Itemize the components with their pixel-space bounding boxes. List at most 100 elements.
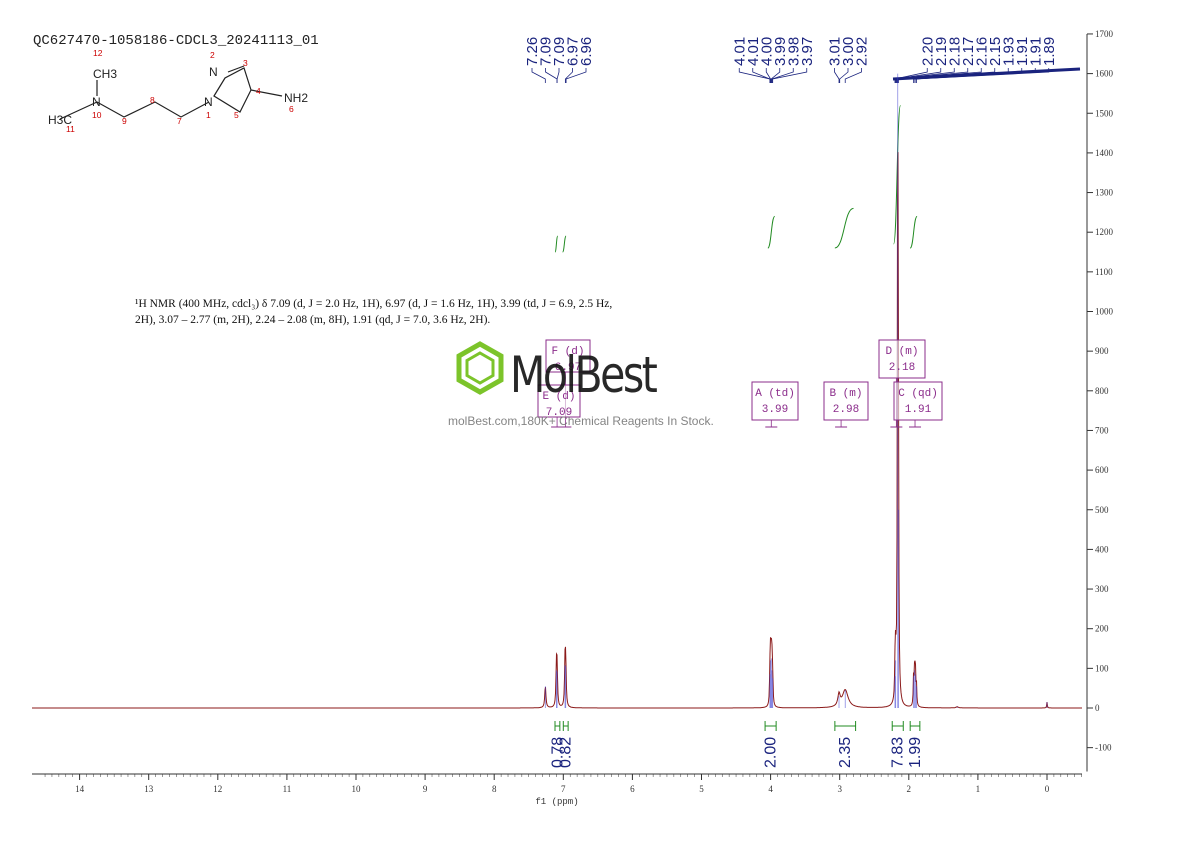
atom-number-label: 1 — [206, 110, 211, 120]
sample-id-title: QC627470-1058186-CDCL3_20241113_01 — [33, 33, 319, 49]
atom-number-label: 11 — [66, 124, 75, 134]
x-tick-label: 2 — [907, 784, 912, 794]
x-tick-label: 10 — [352, 784, 362, 794]
y-tick-label: 600 — [1095, 465, 1109, 475]
integral-curve — [554, 235, 559, 253]
y-tick-label: 300 — [1095, 584, 1109, 594]
peak-shift-label: 1.89 — [1041, 37, 1058, 66]
multiplet-label: F (d) — [551, 346, 584, 358]
y-tick-label: -100 — [1095, 743, 1112, 753]
integral-value-label: 7.83 — [890, 737, 907, 768]
multiplet-label: E (d) — [542, 391, 575, 403]
peak-shift-label: 3.99 — [772, 37, 789, 66]
multiplet-label: C (qd) — [898, 388, 938, 400]
multiplet-shift: 2.18 — [889, 362, 915, 374]
x-tick-label: 1 — [976, 784, 981, 794]
integral-curve — [562, 235, 567, 253]
x-tick-label: 9 — [423, 784, 428, 794]
report-line-1: ¹H NMR (400 MHz, cdcl₃) δ 7.09 (d, J = 2… — [135, 298, 613, 310]
integral-value-label: 0.82 — [558, 737, 575, 768]
nitrogen-10-label: N — [92, 95, 101, 109]
peak-shift-label: 3.98 — [785, 37, 802, 66]
report-line-2: 2H), 3.07 – 2.77 (m, 2H), 2.24 – 2.08 (m… — [135, 314, 491, 326]
x-tick-label: 6 — [630, 784, 635, 794]
y-tick-label: 1400 — [1095, 148, 1114, 158]
multiplet-box — [537, 384, 581, 418]
y-tick-label: 800 — [1095, 386, 1109, 396]
peak-shift-label: 4.01 — [745, 37, 762, 66]
peak-connector — [531, 68, 546, 83]
integral-curve — [834, 207, 854, 249]
y-tick-label: 1600 — [1095, 69, 1114, 79]
peak-shift-label: 6.96 — [578, 37, 595, 66]
integral-curve — [767, 215, 776, 249]
multiplet-label: B (m) — [829, 388, 862, 400]
atom-number-label: 5 — [234, 110, 239, 120]
peak-shift-label: 6.97 — [565, 37, 582, 66]
atom-number-label: 3 — [243, 58, 248, 68]
multiplet-box — [893, 381, 943, 421]
y-tick-label: 500 — [1095, 505, 1109, 515]
peak-connector — [895, 68, 942, 83]
atom-number-label: 10 — [92, 110, 102, 120]
integral-value-label: 1.99 — [907, 737, 924, 768]
peak-shift-label: 2.17 — [960, 37, 977, 66]
x-tick-label: 0 — [1045, 784, 1050, 794]
x-tick-label: 13 — [144, 784, 154, 794]
peak-shift-label: 1.93 — [1000, 37, 1017, 66]
peak-connector — [895, 68, 955, 83]
y-tick-label: 1700 — [1095, 29, 1114, 39]
peak-shift-label: 2.18 — [946, 37, 963, 66]
nitrogen-1-label: N — [204, 95, 213, 109]
x-tick-label: 3 — [837, 784, 842, 794]
peak-connector — [839, 68, 849, 83]
peak-connector — [545, 68, 558, 83]
peak-shift-label: 1.91 — [1014, 37, 1031, 66]
peak-connector — [772, 68, 808, 83]
peak-shift-label: 2.92 — [854, 37, 871, 66]
peak-connector — [771, 68, 794, 83]
y-tick-label: 400 — [1095, 544, 1109, 554]
multiplet-shift: 6.97 — [555, 362, 581, 374]
peak-shift-label: 3.00 — [840, 37, 857, 66]
integral-value-label: 0.78 — [549, 737, 566, 768]
ch3-top-label: CH3 — [93, 67, 117, 81]
multiplet-shift: 3.99 — [762, 404, 788, 416]
peak-shift-label: 2.20 — [919, 37, 936, 66]
x-axis-label: f1 (ppm) — [535, 797, 578, 807]
x-tick-label: 12 — [213, 784, 222, 794]
multiplet-label: D (m) — [885, 346, 918, 358]
atom-number-label: 4 — [256, 86, 261, 96]
multiplet-box — [823, 381, 869, 421]
y-tick-label: 1100 — [1095, 267, 1113, 277]
peak-shift-label: 4.01 — [731, 37, 748, 66]
atom-number-label: 9 — [122, 116, 127, 126]
atom-number-label: 6 — [289, 104, 294, 114]
atom-number-label: 2 — [210, 50, 215, 60]
peak-shift-label: 4.00 — [758, 37, 775, 66]
peak-connector — [752, 68, 771, 83]
y-tick-label: 900 — [1095, 346, 1109, 356]
x-tick-label: 7 — [561, 784, 566, 794]
peak-shift-label: 2.15 — [987, 37, 1004, 66]
multiplet-label: A (td) — [755, 388, 795, 400]
peak-connector-bundle — [892, 67, 1081, 81]
y-tick-label: 1000 — [1095, 307, 1114, 317]
peak-connector — [738, 68, 771, 83]
atom-number-label: 7 — [177, 116, 182, 126]
peak-connector — [556, 68, 560, 83]
watermark-tagline: molBest.com,180K+ Chemical Reagents In S… — [448, 414, 714, 428]
nh2-label: NH2 — [284, 91, 308, 105]
peak-shift-label: 7.09 — [538, 37, 555, 66]
multiplet-shift: 1.91 — [905, 404, 932, 416]
peak-connector — [765, 68, 771, 83]
peak-connector — [565, 68, 587, 83]
nitrogen-2-label: N — [209, 65, 218, 79]
peak-connector — [834, 68, 840, 83]
atom-number-label: 12 — [93, 48, 103, 58]
y-tick-label: 1500 — [1095, 108, 1114, 118]
multiplet-shift: 2.98 — [833, 404, 859, 416]
peak-shift-label: 3.01 — [827, 37, 844, 66]
integral-value-label: 2.35 — [837, 737, 854, 768]
multiplet-box — [545, 339, 591, 373]
